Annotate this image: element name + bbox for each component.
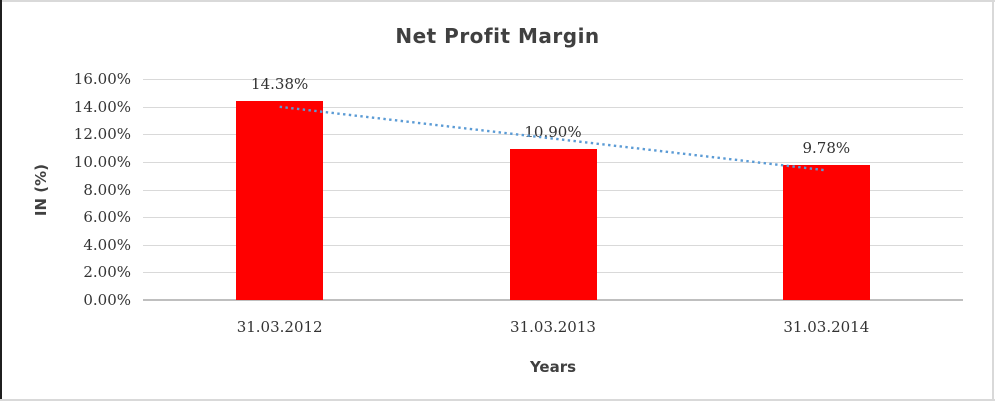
x-tick-label: 31.03.2013 — [510, 318, 596, 336]
gridline — [143, 79, 963, 80]
bar-31.03.2012[interactable] — [236, 101, 324, 300]
plot-area: 14.38% 10.90% 9.78% — [143, 75, 963, 301]
chart-border-right — [992, 0, 994, 401]
trendline-layer — [279, 105, 827, 172]
y-tick-label: 4.00% — [83, 235, 131, 254]
chart-border-top — [0, 0, 995, 2]
gridline — [143, 134, 963, 136]
chart-border-bottom — [0, 399, 995, 401]
y-tick-label: 8.00% — [83, 180, 131, 199]
x-tick-label: 31.03.2012 — [236, 318, 323, 336]
bar-31.03.2014[interactable] — [782, 164, 870, 300]
y-tick-label: 6.00% — [83, 208, 131, 227]
chart-border-left — [0, 0, 2, 401]
x-axis: 31.03.2012 31.03.2013 31.03.2014 — [143, 317, 963, 337]
y-tick-label: 14.00% — [73, 97, 131, 116]
bar-data-label: 9.78% — [802, 138, 851, 157]
y-tick-label: 2.00% — [83, 263, 131, 282]
y-tick-label: 16.00% — [73, 70, 131, 88]
y-tick-label: 0.00% — [83, 291, 131, 309]
y-tick-label: 12.00% — [73, 125, 131, 144]
linear-trendline[interactable] — [279, 105, 827, 172]
bar-data-label: 14.38% — [251, 75, 309, 94]
x-tick-label: 31.03.2014 — [783, 318, 870, 336]
y-axis: 16.00% 14.00% 12.00% 10.00% 8.00% 6.00% 4.00% 2… — [0, 70, 131, 309]
chart-title: Net Profit Margin — [395, 24, 600, 48]
bar-data-label: 10.90% — [524, 123, 582, 142]
gridline — [143, 106, 963, 108]
bar-31.03.2013[interactable] — [509, 149, 597, 300]
x-axis-title: Years — [529, 358, 577, 376]
x-axis-line — [143, 299, 963, 301]
y-tick-label: 10.00% — [73, 152, 131, 171]
